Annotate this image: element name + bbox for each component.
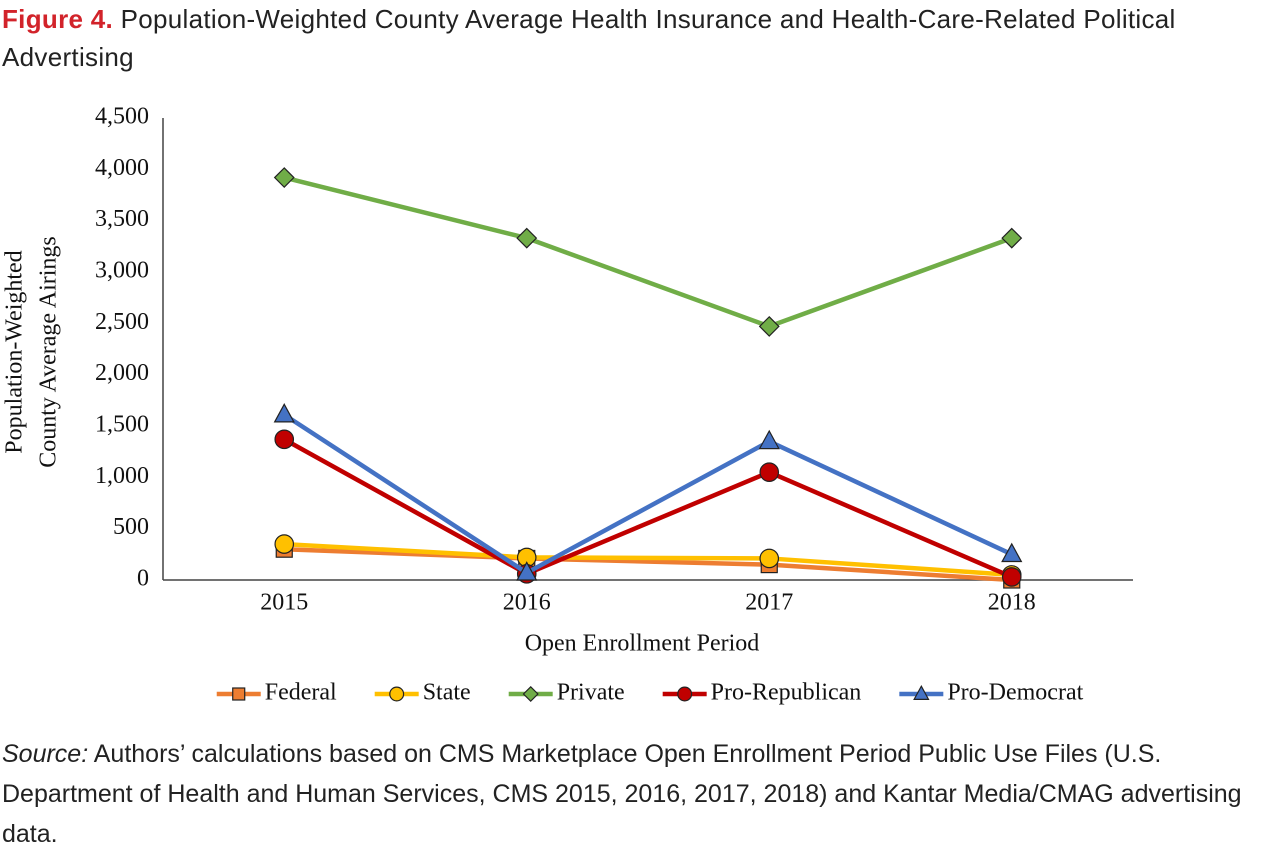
x-axis-title: Open Enrollment Period: [525, 631, 760, 657]
legend-marker: [389, 686, 405, 702]
marker: [1001, 542, 1023, 563]
y-tick-label: 4,500: [95, 104, 149, 130]
marker: [274, 429, 295, 450]
y-tick-label: 2,500: [95, 309, 149, 335]
y-axis-title: County Average Airings: [36, 236, 62, 468]
legend-marker: [677, 686, 693, 702]
chart: Open Enrollment Period Population-Weight…: [2, 104, 1133, 706]
x-tick-label: 2016: [503, 590, 551, 616]
legend-label: Pro-Democrat: [947, 680, 1083, 706]
marker: [1001, 567, 1022, 587]
marker: [759, 462, 780, 482]
marker: [516, 227, 538, 249]
source-text: Authors’ calculations based on CMS Marke…: [2, 740, 1242, 848]
x-tick-label: 2015: [260, 590, 308, 616]
y-tick-label: 0: [137, 566, 149, 592]
y-axis-title: Population-Weighted: [2, 250, 28, 453]
y-tick-label: 2,000: [95, 360, 149, 386]
series-line: [283, 175, 1013, 329]
marker: [758, 429, 780, 450]
y-tick-label: 500: [113, 514, 149, 540]
y-tick-label: 1,000: [95, 463, 149, 489]
legend-marker: [913, 684, 930, 701]
series-line: [283, 437, 1013, 579]
marker: [1001, 227, 1023, 249]
legend-label: State: [423, 680, 471, 706]
series-line: [284, 541, 1012, 578]
y-tick-label: 3,500: [95, 206, 149, 232]
source-label: Source:: [2, 740, 89, 768]
legend-label: Private: [557, 680, 625, 706]
marker: [274, 534, 295, 554]
y-tick-label: 1,500: [95, 412, 149, 438]
x-tick-label: 2017: [745, 590, 793, 616]
marker: [273, 167, 295, 188]
x-tick-label: 2018: [988, 590, 1036, 616]
marker: [759, 548, 780, 569]
marker: [273, 403, 295, 423]
legend-marker: [232, 687, 246, 701]
legend-label: Federal: [265, 680, 337, 706]
y-tick-label: 3,000: [95, 258, 149, 284]
title-block: Figure 4. Population-Weighted County Ave…: [2, 0, 1242, 76]
y-tick-label: 4,000: [95, 155, 149, 181]
marker: [516, 561, 538, 581]
chart-title: Population-Weighted County Average Healt…: [2, 4, 1176, 72]
figure-label: Figure 4.: [2, 4, 114, 34]
source-note: Source: Authors’ calculations based on C…: [2, 734, 1280, 854]
legend-label: Pro-Republican: [711, 680, 862, 706]
marker: [758, 315, 780, 337]
series-line: [283, 412, 1013, 576]
series-line: [284, 546, 1012, 583]
legend-marker: [522, 685, 539, 703]
